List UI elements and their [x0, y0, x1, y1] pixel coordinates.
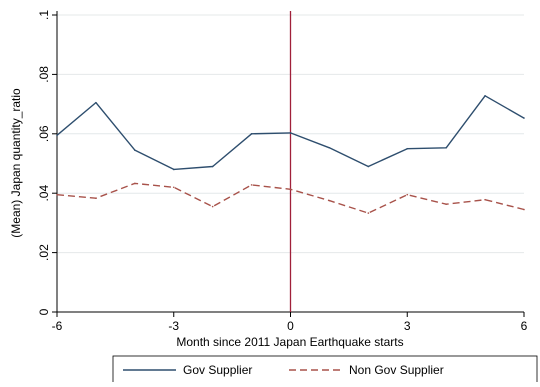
data-point-1-6	[289, 188, 292, 191]
y-tick-label-4: .08	[37, 66, 51, 83]
data-point-0-3	[172, 168, 175, 171]
y-tick-label-3: .06	[37, 125, 51, 142]
data-point-1-4	[211, 205, 214, 208]
x-tick-label-2: 0	[287, 319, 294, 333]
data-point-1-7	[328, 199, 331, 202]
data-point-1-1	[95, 197, 97, 200]
legend-box	[112, 355, 538, 384]
data-point-0-1	[95, 101, 97, 104]
y-tick-label-1: .02	[37, 244, 51, 261]
legend-label-0: Gov Supplier	[183, 363, 252, 377]
x-tick-label-3: 3	[404, 319, 411, 333]
data-point-0-4	[211, 165, 214, 168]
data-point-1-5	[250, 184, 253, 186]
data-point-0-6	[289, 132, 292, 134]
legend-label-1: Non Gov Supplier	[349, 363, 444, 377]
x-tick-label-0: -6	[52, 319, 63, 333]
y-tick-label-2: .04	[37, 185, 51, 202]
data-point-0-10	[445, 146, 447, 149]
data-point-1-10	[445, 203, 447, 205]
data-point-0-8	[367, 165, 370, 168]
data-point-0-5	[250, 133, 253, 135]
data-point-1-9	[406, 193, 409, 196]
data-point-0-2	[134, 149, 136, 151]
y-axis-label: (Mean) Japan quantity_ratio	[9, 88, 23, 238]
data-point-1-2	[134, 182, 136, 185]
x-tick-label-1: -3	[168, 319, 179, 333]
y-tick-label-5: .1	[37, 10, 51, 20]
data-point-1-12	[523, 208, 525, 211]
data-point-0-12	[523, 117, 525, 119]
legend: Gov Supplier Non Gov Supplier	[112, 355, 538, 384]
data-point-1-0	[56, 193, 58, 196]
x-axis-label: Month since 2011 Japan Earthquake starts	[176, 335, 403, 349]
data-point-0-11	[484, 94, 486, 97]
data-point-1-11	[484, 198, 486, 201]
data-point-1-8	[367, 212, 370, 214]
y-tick-label-0: 0	[37, 308, 51, 315]
data-point-0-9	[406, 147, 409, 150]
data-point-0-0	[56, 134, 58, 137]
data-point-1-3	[172, 186, 175, 189]
x-tick-label-4: 6	[521, 319, 528, 333]
data-point-0-7	[328, 146, 331, 149]
